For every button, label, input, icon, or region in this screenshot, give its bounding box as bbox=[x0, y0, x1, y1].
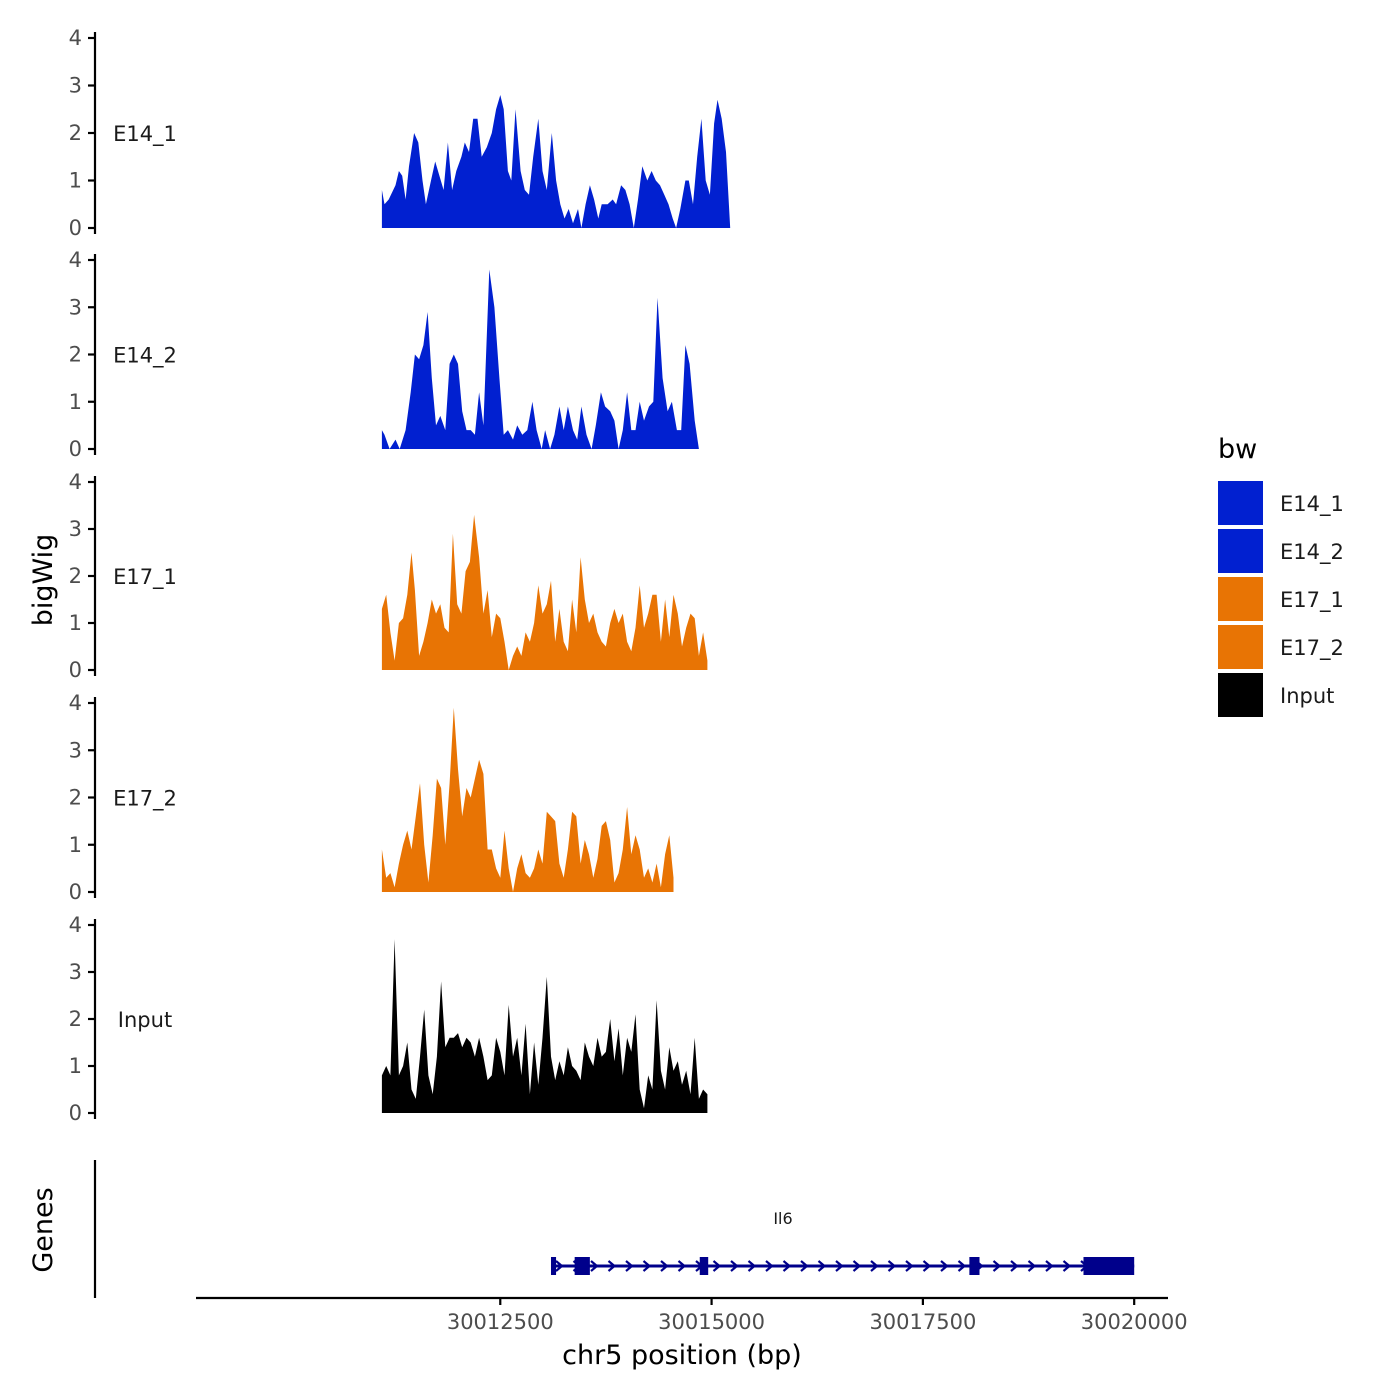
legend-label: E14_1 bbox=[1280, 492, 1344, 517]
strand-arrow-icon bbox=[590, 1260, 599, 1272]
strand-arrow-icon bbox=[870, 1260, 879, 1272]
y-axis-title: bigWig bbox=[28, 534, 59, 627]
legend-label: E14_2 bbox=[1280, 540, 1344, 565]
gene-exon bbox=[969, 1257, 980, 1275]
strand-arrow-icon bbox=[607, 1260, 617, 1272]
y-tick-label: 3 bbox=[69, 74, 82, 98]
y-tick-label: 4 bbox=[69, 470, 82, 494]
x-tick-label: 30012500 bbox=[447, 1310, 554, 1334]
y-tick-label: 1 bbox=[69, 611, 82, 635]
strand-arrow-icon bbox=[940, 1260, 949, 1272]
strand-arrow-icon bbox=[1027, 1260, 1037, 1272]
track-label: E17_2 bbox=[113, 787, 177, 812]
strand-arrow-icon bbox=[887, 1260, 897, 1272]
track-Input: 0 1 2 3 4 Input bbox=[69, 913, 708, 1125]
strand-arrow-icon bbox=[1010, 1260, 1019, 1272]
y-tick-label: 3 bbox=[69, 738, 82, 762]
x-tick-label: 30015000 bbox=[658, 1310, 765, 1334]
signal-area bbox=[381, 95, 731, 228]
strand-arrow-icon bbox=[957, 1260, 967, 1272]
track-E17_1: 0 1 2 3 4 E17_1 bbox=[69, 470, 708, 682]
y-tick-label: 4 bbox=[69, 691, 82, 715]
strand-arrow-icon bbox=[800, 1260, 809, 1272]
x-tick-label: 30020000 bbox=[1081, 1310, 1188, 1334]
signal-area bbox=[381, 939, 708, 1113]
gene-exon bbox=[574, 1257, 590, 1275]
y-tick-label: 2 bbox=[69, 564, 82, 588]
legend: bw E14_1 E14_2 E17_1 E17_2 Input bbox=[1218, 434, 1344, 717]
y-tick-label: 3 bbox=[69, 295, 82, 319]
y-tick-label: 2 bbox=[69, 121, 82, 145]
legend-title: bw bbox=[1218, 434, 1257, 465]
strand-arrow-icon bbox=[747, 1260, 757, 1272]
strand-arrow-icon bbox=[712, 1260, 722, 1272]
y-tick-label: 3 bbox=[69, 517, 82, 541]
strand-arrow-icon bbox=[555, 1260, 564, 1272]
legend-label: E17_2 bbox=[1280, 636, 1344, 661]
signal-area bbox=[381, 269, 699, 449]
signal-area bbox=[381, 707, 674, 892]
legend-swatch bbox=[1218, 577, 1263, 621]
gene-exon bbox=[1083, 1257, 1135, 1275]
signal-tracks: 0 1 2 3 4 E14_1 0 1 2 3 4 E14_2 0 1 2 3 4 E17_1 0 1 2 3 4 E17_2… bbox=[69, 26, 731, 1125]
gene-name: Il6 bbox=[773, 1209, 792, 1228]
y-tick-label: 2 bbox=[69, 786, 82, 810]
y-tick-label: 2 bbox=[69, 343, 82, 367]
genes-axis-title: Genes bbox=[28, 1187, 59, 1272]
strand-arrow-icon bbox=[905, 1260, 914, 1272]
y-tick-label: 2 bbox=[69, 1007, 82, 1031]
y-tick-label: 0 bbox=[69, 658, 82, 682]
legend-swatch bbox=[1218, 481, 1263, 525]
legend-label: Input bbox=[1280, 684, 1334, 708]
legend-swatch bbox=[1218, 529, 1263, 573]
strand-arrow-icon bbox=[765, 1260, 774, 1272]
strand-arrow-icon bbox=[642, 1260, 652, 1272]
x-axis-title: chr5 position (bp) bbox=[562, 1340, 802, 1371]
track-E17_2: 0 1 2 3 4 E17_2 bbox=[69, 691, 674, 904]
y-tick-label: 4 bbox=[69, 913, 82, 937]
strand-arrow-icon bbox=[852, 1260, 862, 1272]
strand-arrow-icon bbox=[835, 1260, 844, 1272]
legend-label: E17_1 bbox=[1280, 588, 1344, 613]
strand-arrow-icon bbox=[625, 1260, 634, 1272]
track-E14_1: 0 1 2 3 4 E14_1 bbox=[69, 26, 731, 240]
track-label: E14_1 bbox=[113, 122, 177, 147]
strand-arrow-icon bbox=[1062, 1260, 1072, 1272]
x-axis: 30012500 30015000 30017500 30020000 bbox=[196, 1296, 1188, 1334]
strand-arrow-icon bbox=[817, 1260, 827, 1272]
x-tick-label: 30017500 bbox=[869, 1310, 976, 1334]
y-tick-label: 0 bbox=[69, 880, 82, 904]
y-tick-label: 1 bbox=[69, 833, 82, 857]
legend-swatch bbox=[1218, 625, 1263, 669]
gene-track: Il6 bbox=[93, 1160, 1135, 1298]
y-tick-label: 1 bbox=[69, 169, 82, 193]
track-label: E17_1 bbox=[113, 565, 177, 590]
y-tick-label: 0 bbox=[69, 437, 82, 461]
y-tick-label: 1 bbox=[69, 1054, 82, 1078]
strand-arrow-icon bbox=[992, 1260, 1002, 1272]
gene-exon bbox=[699, 1257, 709, 1275]
strand-arrow-icon bbox=[782, 1260, 792, 1272]
y-tick-label: 0 bbox=[69, 216, 82, 240]
y-tick-label: 3 bbox=[69, 960, 82, 984]
y-tick-label: 1 bbox=[69, 390, 82, 414]
track-label: Input bbox=[118, 1008, 172, 1032]
strand-arrow-icon bbox=[922, 1260, 932, 1272]
signal-area bbox=[381, 514, 708, 670]
y-tick-label: 0 bbox=[69, 1101, 82, 1125]
strand-arrow-icon bbox=[660, 1260, 669, 1272]
y-tick-label: 4 bbox=[69, 26, 82, 50]
track-label: E14_2 bbox=[113, 344, 177, 369]
legend-swatch bbox=[1218, 673, 1263, 717]
track-E14_2: 0 1 2 3 4 E14_2 bbox=[69, 248, 699, 461]
strand-arrow-icon bbox=[730, 1260, 739, 1272]
strand-arrow-icon bbox=[1045, 1260, 1054, 1272]
strand-arrow-icon bbox=[677, 1260, 687, 1272]
gene-exon bbox=[550, 1257, 557, 1275]
y-tick-label: 4 bbox=[69, 248, 82, 272]
